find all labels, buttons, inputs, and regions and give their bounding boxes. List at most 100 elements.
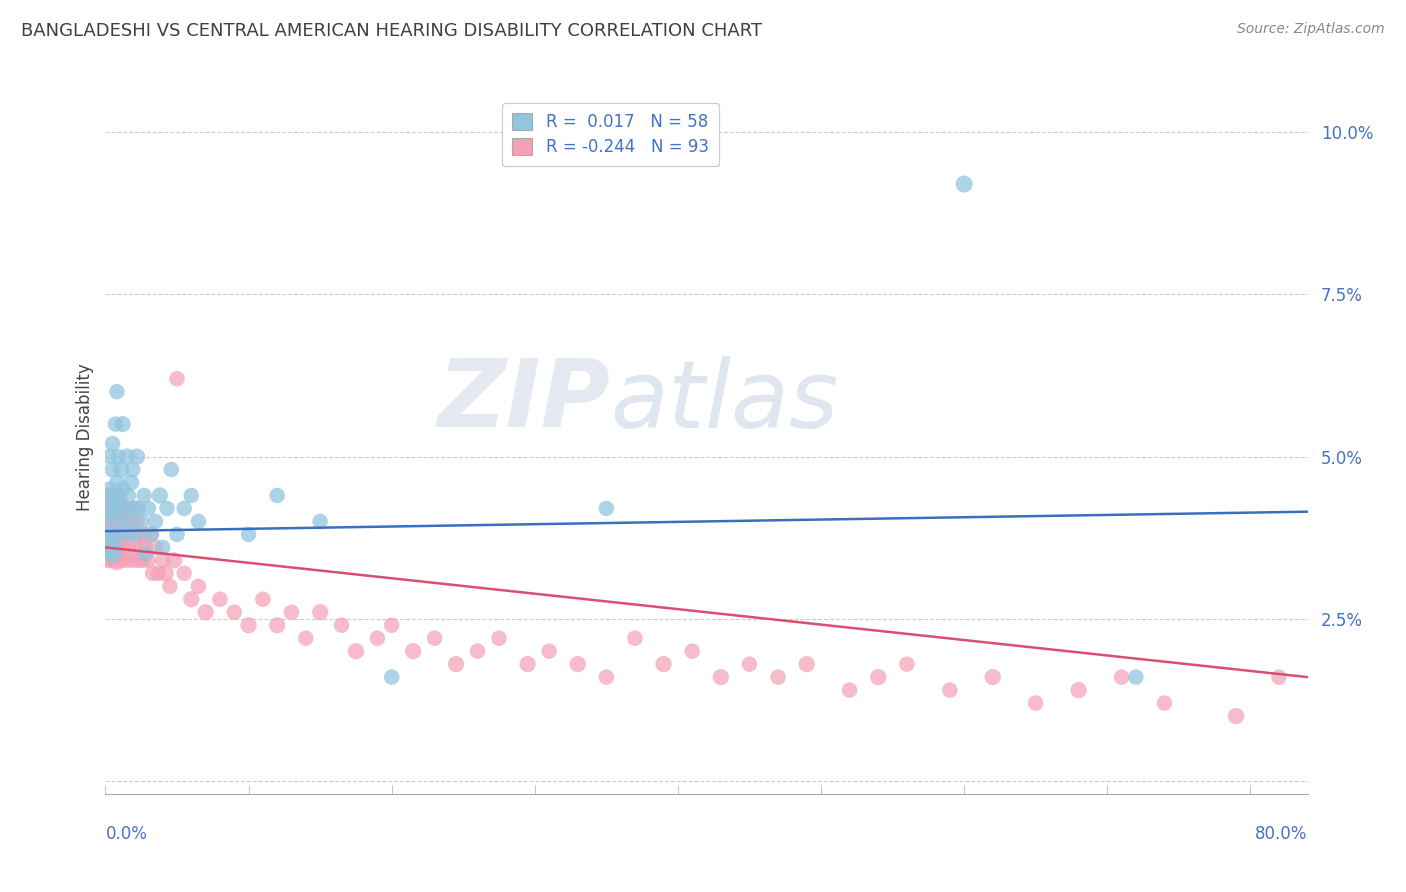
Point (125, 515, 148, 529)
Point (187, 579, 209, 593)
Point (108, 515, 131, 529)
Point (344, 644, 367, 658)
Point (1125, 670, 1147, 684)
Point (115, 450, 138, 464)
Point (107, 450, 129, 464)
Point (98, 482, 121, 496)
Point (145, 515, 167, 529)
Point (104, 515, 127, 529)
Point (105, 501, 128, 516)
Point (141, 527, 163, 541)
Point (111, 482, 134, 496)
Point (252, 592, 274, 607)
Point (120, 527, 142, 541)
Point (149, 488, 172, 502)
Point (1025, 696, 1047, 710)
Point (122, 501, 145, 516)
Point (796, 657, 818, 672)
Point (135, 541, 157, 555)
Legend: R =  0.017   N = 58, R = -0.244   N = 93: R = 0.017 N = 58, R = -0.244 N = 93 (502, 103, 718, 166)
Point (1225, 709, 1247, 723)
Point (114, 527, 136, 541)
Point (98, 488, 121, 502)
Point (1111, 670, 1133, 684)
Point (163, 553, 186, 567)
Point (766, 670, 789, 684)
Point (981, 670, 1004, 684)
Point (97, 553, 120, 567)
Point (129, 515, 152, 529)
Point (595, 501, 617, 516)
Point (467, 644, 489, 658)
Point (738, 657, 761, 672)
Point (309, 515, 332, 529)
Point (101, 436, 124, 450)
Point (104, 488, 127, 502)
Point (152, 553, 174, 567)
Point (118, 515, 141, 529)
Point (838, 683, 860, 698)
Point (112, 515, 135, 529)
Point (101, 462, 124, 476)
Point (155, 566, 177, 581)
Text: 0.0%: 0.0% (105, 825, 148, 843)
Point (652, 657, 675, 672)
Point (96, 515, 118, 529)
Point (100, 533, 122, 548)
Point (180, 592, 202, 607)
Point (1153, 696, 1175, 710)
Point (111, 501, 134, 516)
Point (516, 657, 538, 672)
Point (330, 618, 353, 632)
Point (98, 527, 121, 541)
Point (381, 670, 404, 684)
Point (103, 501, 125, 516)
Point (939, 683, 962, 698)
Point (710, 670, 733, 684)
Point (1268, 670, 1291, 684)
Point (103, 527, 125, 541)
Point (98, 450, 121, 464)
Point (105, 384, 128, 399)
Text: Source: ZipAtlas.com: Source: ZipAtlas.com (1237, 22, 1385, 37)
Point (423, 631, 446, 645)
Point (112, 501, 135, 516)
Point (103, 501, 125, 516)
Point (107, 527, 129, 541)
Point (108, 541, 131, 555)
Point (107, 488, 129, 502)
Point (681, 644, 703, 658)
Point (127, 553, 149, 567)
Text: ZIP: ZIP (437, 355, 610, 448)
Point (117, 541, 139, 555)
Point (132, 527, 155, 541)
Point (121, 553, 143, 567)
Point (104, 541, 127, 555)
Point (118, 515, 141, 529)
Point (101, 547, 124, 561)
Point (266, 488, 288, 502)
Point (108, 515, 131, 529)
Point (111, 417, 134, 431)
Point (96, 515, 118, 529)
Point (122, 501, 145, 516)
Point (141, 527, 163, 541)
Point (156, 501, 179, 516)
Point (295, 631, 318, 645)
Point (166, 527, 188, 541)
Point (402, 644, 425, 658)
Point (110, 553, 132, 567)
Point (97, 501, 120, 516)
Point (145, 541, 167, 555)
Point (173, 566, 195, 581)
Text: BANGLADESHI VS CENTRAL AMERICAN HEARING DISABILITY CORRELATION CHART: BANGLADESHI VS CENTRAL AMERICAN HEARING … (21, 22, 762, 40)
Point (138, 553, 160, 567)
Point (124, 527, 146, 541)
Point (105, 527, 128, 541)
Point (135, 547, 157, 561)
Point (173, 501, 195, 516)
Point (132, 488, 155, 502)
Point (208, 592, 231, 607)
Point (101, 488, 124, 502)
Point (121, 462, 143, 476)
